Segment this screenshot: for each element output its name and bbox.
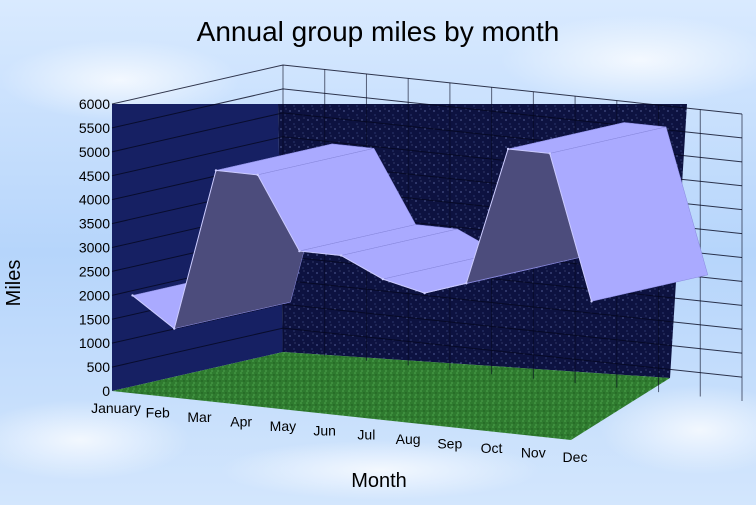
data-point-jul: [381, 277, 385, 281]
y-tick-label: 6000: [79, 96, 110, 112]
x-axis-title: Month: [351, 470, 407, 492]
data-point-may: [298, 249, 301, 253]
y-tick-label: 2000: [79, 287, 110, 303]
y-tick-label: 5500: [79, 120, 110, 136]
y-tick-label: 5000: [79, 144, 110, 160]
x-tick-label: Feb: [146, 404, 170, 420]
data-point-january: [131, 294, 134, 297]
x-axis-ticks: January Feb Mar Apr May Jun Jul Aug Sep Oct Nov Dec: [91, 400, 587, 465]
data-point-aug: [423, 291, 426, 295]
x-tick-label: Sep: [437, 436, 462, 452]
data-point-feb: [173, 327, 176, 330]
data-point-nov: [548, 152, 551, 155]
chart-title: Annual group miles by month: [197, 16, 560, 47]
data-point-dec: [590, 300, 593, 303]
y-tick-label: 3500: [79, 216, 110, 232]
y-tick-label: 4000: [79, 192, 110, 208]
x-tick-label: January: [91, 400, 141, 416]
floor: [112, 352, 670, 440]
y-tick-label: 0: [102, 383, 110, 399]
y-tick-label: 4500: [79, 168, 110, 184]
y-tick-label: 1000: [79, 335, 110, 351]
data-point-jun: [339, 254, 343, 257]
y-tick-label: 1500: [79, 311, 110, 327]
y-tick-label: 3000: [79, 240, 110, 256]
x-tick-label: May: [270, 418, 296, 434]
x-tick-label: Dec: [563, 449, 588, 465]
ribbon-front-edge: [132, 148, 593, 330]
y-tick-label: 500: [87, 359, 111, 375]
x-tick-label: Jun: [313, 422, 336, 438]
x-tick-label: Mar: [187, 409, 211, 425]
x-tick-label: Oct: [481, 440, 503, 456]
x-tick-label: Apr: [230, 413, 252, 429]
data-point-mar: [214, 169, 218, 172]
x-tick-label: Jul: [357, 427, 375, 443]
y-axis-ticks: 0 500 1000 1500 2000 2500 3000 3500 4000 4500 5000…: [79, 96, 110, 399]
data-point-oct: [506, 147, 510, 151]
y-axis-title: Miles: [3, 260, 25, 307]
data-point-sep: [465, 282, 468, 285]
data-point-apr: [256, 173, 259, 177]
x-tick-label: Aug: [396, 431, 421, 447]
y-tick-label: 2500: [79, 263, 110, 279]
x-tick-label: Nov: [521, 445, 546, 461]
data-ribbon: [131, 122, 709, 330]
